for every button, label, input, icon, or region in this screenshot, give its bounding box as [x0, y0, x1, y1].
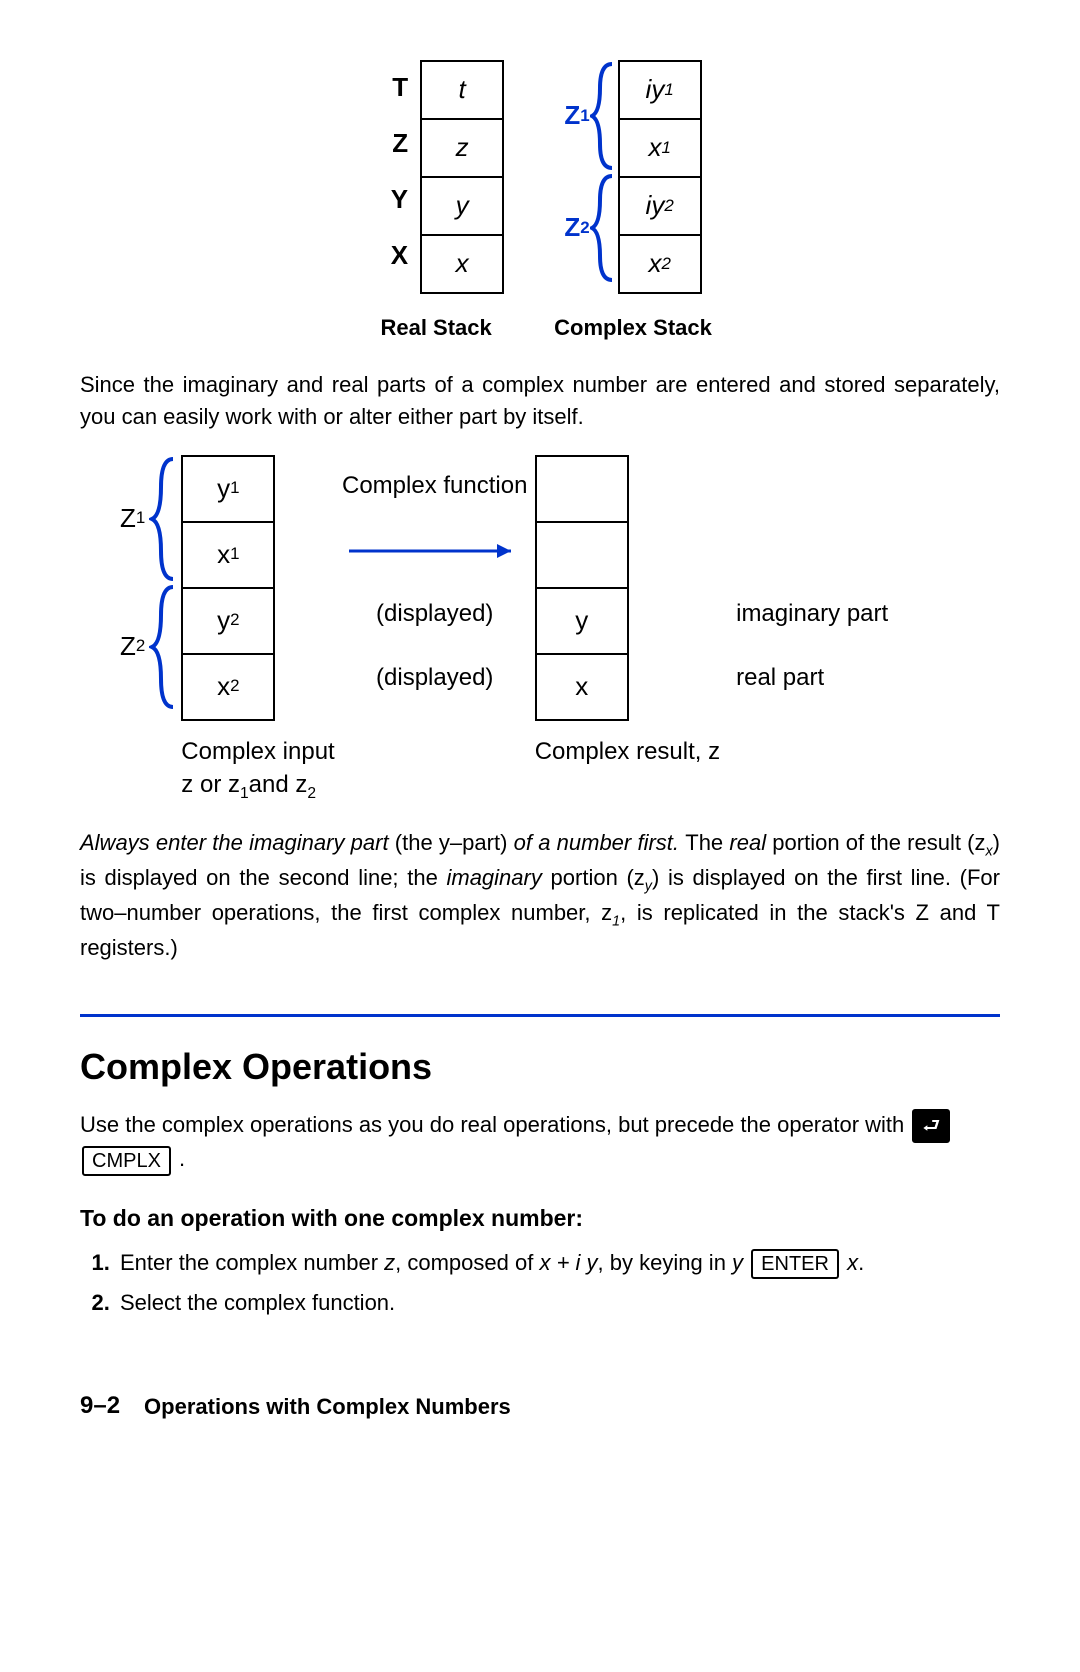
- cmplx-key: CMPLX: [82, 1146, 171, 1176]
- input-stack: y1 x1 y2 x2 Complex input z or z1and z2: [181, 455, 334, 805]
- stack-cell: x1: [181, 523, 275, 589]
- complex-stack-caption: Complex Stack: [554, 312, 712, 344]
- enter-key: ENTER: [751, 1249, 839, 1279]
- subheading: To do an operation with one complex numb…: [80, 1202, 1000, 1235]
- part-label: real part: [720, 647, 888, 711]
- shift-key-icon: ⮐: [912, 1109, 950, 1143]
- reg-label: T: [368, 60, 420, 116]
- part-label: [720, 519, 888, 583]
- stack-cell: [535, 523, 629, 589]
- arrow-icon: [345, 536, 525, 566]
- z1-label: Z1: [564, 97, 589, 135]
- stack-cell: y: [420, 178, 504, 236]
- section-divider: [80, 1014, 1000, 1017]
- brace-icon: [149, 583, 179, 711]
- stack-cell: x1: [618, 120, 702, 178]
- stack-cell: y1: [181, 455, 275, 523]
- brace-icon: [590, 172, 618, 284]
- stack-cell: iy2: [618, 178, 702, 236]
- stack-cell: x: [420, 236, 504, 294]
- stack-comparison-diagram: T Z Y X t z y x Real Stack Z1: [80, 60, 1000, 344]
- real-stack-caption: Real Stack: [380, 312, 491, 344]
- stack-cell: x2: [181, 655, 275, 721]
- z1-label: Z1: [120, 455, 181, 583]
- z2-label: Z2: [120, 583, 181, 711]
- result-caption: Complex result, z: [535, 735, 720, 769]
- displayed-label: (displayed): [376, 647, 493, 711]
- stack-cell: x2: [618, 236, 702, 294]
- section-heading: Complex Operations: [80, 1041, 1000, 1093]
- page-footer: 9–2 Operations with Complex Numbers: [80, 1389, 1000, 1424]
- part-label: imaginary part: [720, 583, 888, 647]
- real-stack: T Z Y X t z y x Real Stack: [368, 60, 504, 344]
- step-item: Select the complex function.: [116, 1287, 1000, 1319]
- displayed-label: (displayed): [376, 583, 493, 647]
- z2-label: Z2: [564, 209, 589, 247]
- brace-icon: [149, 455, 179, 583]
- stack-cell: y2: [181, 589, 275, 655]
- paragraph-3: Use the complex operations as you do rea…: [80, 1109, 1000, 1175]
- stack-cell: y: [535, 589, 629, 655]
- reg-label: X: [368, 228, 420, 284]
- page-number: 9–2: [80, 1389, 120, 1424]
- reg-label: Z: [368, 116, 420, 172]
- middle-column: Complex function (displayed) (displayed): [335, 455, 535, 711]
- complex-function-label: Complex function: [342, 455, 527, 519]
- stack-cell: [535, 455, 629, 523]
- reg-label: Y: [368, 172, 420, 228]
- chapter-title: Operations with Complex Numbers: [144, 1391, 511, 1423]
- stack-cell: t: [420, 60, 504, 120]
- paragraph-1: Since the imaginary and real parts of a …: [80, 369, 1000, 433]
- stack-cell: iy1: [618, 60, 702, 120]
- result-stack: y x Complex result, z: [535, 455, 720, 769]
- complex-stack: Z1 Z2 iy1 x1: [554, 60, 712, 344]
- stack-cell: x: [535, 655, 629, 721]
- input-caption: Complex input z or z1and z2: [181, 735, 334, 805]
- stack-cell: z: [420, 120, 504, 178]
- steps-list: Enter the complex number z, composed of …: [80, 1247, 1000, 1319]
- paragraph-2: Always enter the imaginary part (the y–p…: [80, 827, 1000, 964]
- result-labels: imaginary part real part: [720, 455, 888, 711]
- complex-function-diagram: Z1 Z2 y1 x1 y2 x2 Complex input z or z1a…: [120, 455, 1000, 805]
- part-label: [720, 455, 888, 519]
- brace-icon: [590, 60, 618, 172]
- step-item: Enter the complex number z, composed of …: [116, 1247, 1000, 1279]
